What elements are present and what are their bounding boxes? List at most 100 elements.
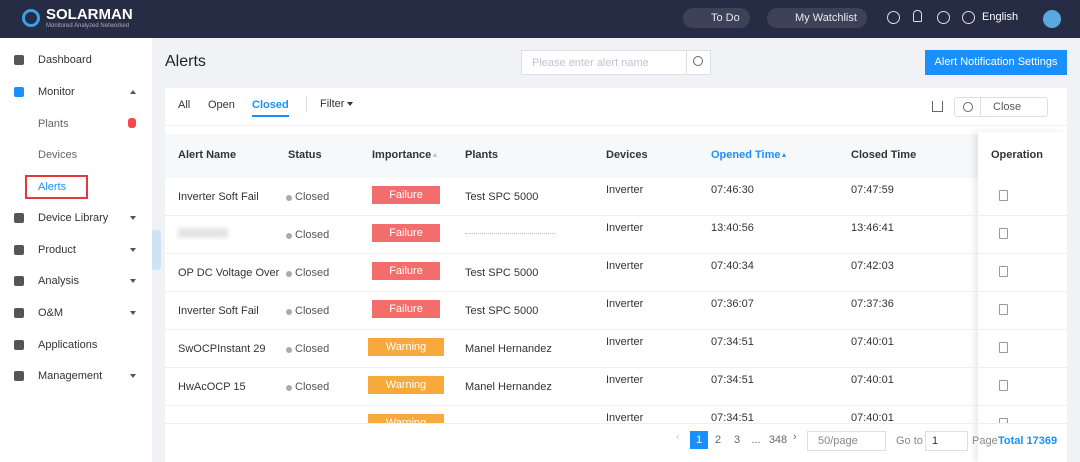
download-icon[interactable]	[932, 101, 943, 112]
nav-item[interactable]: O&M	[38, 307, 64, 319]
close-select[interactable]: Close	[993, 101, 1022, 113]
logo-icon	[22, 9, 40, 27]
detail-icon[interactable]	[999, 266, 1008, 277]
plant: Test SPC 5000	[465, 191, 539, 203]
column-header[interactable]: Opened Time	[711, 149, 781, 161]
importance-badge: Failure	[372, 186, 440, 204]
page-label: Page	[972, 435, 998, 447]
add-icon[interactable]	[887, 11, 900, 24]
nav-item[interactable]: Dashboard	[38, 54, 92, 66]
bell-icon[interactable]	[913, 10, 922, 22]
device: Inverter	[606, 184, 644, 196]
row-divider	[165, 367, 1067, 368]
status: Closed	[295, 305, 330, 317]
column-header: Status	[288, 149, 322, 161]
nav-item[interactable]: Monitor	[38, 86, 75, 98]
fixed-column	[978, 132, 1067, 462]
status: Closed	[295, 343, 330, 355]
alert-name: HwAcOCP 15	[178, 381, 246, 393]
help-icon[interactable]	[937, 11, 950, 24]
device: Inverter	[606, 260, 644, 272]
alert-name: Inverter Soft Fail	[178, 191, 259, 203]
tab-active[interactable]: Closed	[252, 99, 289, 117]
total: Total 17369	[998, 435, 1058, 447]
alert-name: Inverter Soft Fail	[178, 305, 259, 317]
row-divider	[165, 253, 1067, 254]
settings-button[interactable]: Alert Notification Settings	[925, 50, 1067, 75]
sort-icon[interactable]: ▴	[782, 150, 787, 159]
detail-icon[interactable]	[999, 228, 1008, 239]
row-divider	[165, 405, 1067, 406]
nav-subitem[interactable]: Devices	[38, 149, 78, 161]
alerts-card: All Open Closed Filter Close Alert Name S…	[165, 88, 1067, 462]
nav-item[interactable]: Device Library	[38, 212, 109, 224]
detail-icon[interactable]	[999, 418, 1008, 423]
goto-input[interactable]: 1	[925, 431, 968, 451]
page-title: Alerts	[165, 53, 206, 70]
detail-icon[interactable]	[999, 342, 1008, 353]
page-number[interactable]: ...	[751, 434, 761, 446]
page-number[interactable]: 2	[714, 434, 722, 446]
detail-icon[interactable]	[999, 190, 1008, 201]
column-header: Closed Time	[851, 149, 917, 161]
table: Alert Name Status Importance Plants Devices O…	[165, 88, 1067, 423]
pin-icon[interactable]	[128, 118, 136, 128]
detail-icon[interactable]	[999, 304, 1008, 315]
status-dot	[286, 347, 292, 353]
alert-name: OP DC Voltage Over	[178, 267, 280, 279]
status-dot	[286, 309, 292, 315]
watchlist-button[interactable]: My Watchlist	[767, 8, 867, 28]
opened-time: 07:34:51	[711, 336, 754, 348]
opened-time: 13:40:56	[711, 222, 754, 234]
row-divider	[165, 329, 1067, 330]
nav-subitem-active[interactable]: Alerts	[38, 181, 67, 193]
device: Inverter	[606, 336, 644, 348]
globe-icon[interactable]	[962, 11, 975, 24]
closed-time: 07:40:01	[851, 374, 894, 386]
table-header	[165, 134, 1067, 178]
nav-item[interactable]: Applications	[38, 339, 98, 351]
importance-badge: Warning	[368, 338, 444, 356]
nav-item[interactable]: Product	[38, 244, 76, 256]
filter[interactable]: Filter	[320, 98, 345, 110]
importance-badge: Failure	[372, 224, 440, 242]
tab[interactable]: All	[178, 99, 191, 111]
closed-time: 07:37:36	[851, 298, 894, 310]
refresh-close[interactable]: Close	[954, 97, 1048, 117]
page-active[interactable]: 1	[690, 431, 708, 449]
status: Closed	[295, 229, 330, 241]
opened-time: 07:46:30	[711, 184, 754, 196]
tab[interactable]: Open	[208, 99, 235, 111]
closed-time: 13:46:41	[851, 222, 894, 234]
page-number[interactable]: 3	[733, 434, 741, 446]
top-bar: SOLARMAN Monitored Analyzed Networked To…	[0, 0, 1080, 38]
device: Inverter	[606, 222, 644, 234]
status-dot	[286, 271, 292, 277]
nav-item[interactable]: Management	[38, 370, 103, 382]
device: Inverter	[606, 298, 644, 310]
row-divider	[165, 291, 1067, 292]
column-header[interactable]: Importance	[372, 149, 432, 161]
sort-icon[interactable]: ▴	[433, 150, 438, 159]
search-box[interactable]: Please enter alert name	[521, 50, 711, 75]
detail-icon[interactable]	[999, 380, 1008, 391]
closed-time: 07:47:59	[851, 184, 894, 196]
page-size[interactable]: 50/page	[807, 431, 886, 451]
blurred-name	[178, 228, 228, 238]
opened-time: 07:36:07	[711, 298, 754, 310]
status-dot	[286, 385, 292, 391]
importance-badge: Failure	[372, 262, 440, 280]
opened-time: 07:34:51	[711, 374, 754, 386]
nav-subitem[interactable]: Plants	[38, 118, 69, 130]
page-number[interactable]: 348	[768, 434, 788, 446]
avatar[interactable]	[1043, 10, 1061, 28]
search-icon[interactable]	[693, 56, 703, 66]
next[interactable]: ›	[793, 431, 797, 443]
prev[interactable]: ‹	[676, 431, 680, 443]
language[interactable]: English	[982, 11, 1019, 23]
nav-item[interactable]: Analysis	[38, 275, 79, 287]
opened-time: 07:40:34	[711, 260, 754, 272]
todo-button[interactable]: To Do	[683, 8, 750, 28]
collapse-handle[interactable]	[152, 230, 161, 270]
